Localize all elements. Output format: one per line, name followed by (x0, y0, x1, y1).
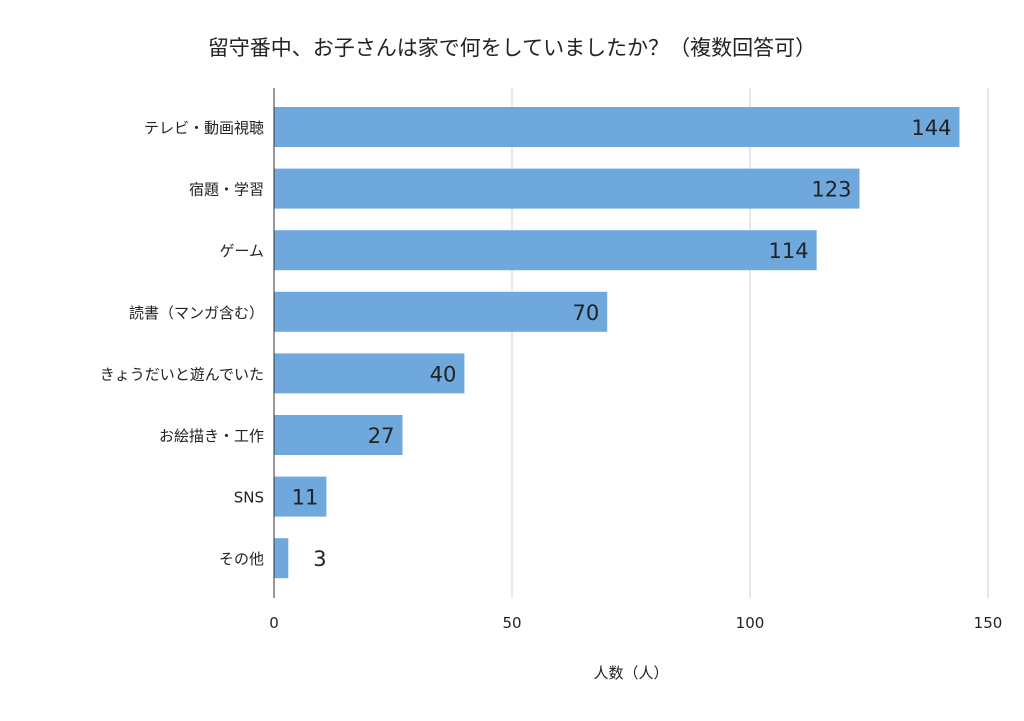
data-label: 144 (911, 116, 951, 140)
chart-title: 留守番中、お子さんは家で何をしていましたか？（複数回答可） (208, 36, 816, 60)
bar (274, 291, 608, 332)
data-label: 3 (313, 547, 326, 571)
data-label: 27 (368, 424, 395, 448)
category-label: 宿題・学習 (189, 181, 264, 199)
data-label: 11 (292, 486, 319, 510)
data-label: 70 (572, 301, 599, 325)
bar (274, 415, 403, 455)
bar (274, 107, 960, 147)
x-tick-label: 150 (974, 614, 1003, 632)
category-label: きょうだいと遊んでいた (100, 365, 264, 383)
x-tick-label: 50 (502, 614, 521, 632)
category-label: SNS (234, 489, 264, 507)
category-label: その他 (219, 550, 264, 568)
bar (274, 538, 289, 579)
x-axis-label: 人数（人） (593, 664, 668, 682)
x-tick-label: 100 (736, 614, 765, 632)
category-label: 読書（マンガ含む） (129, 304, 264, 322)
bar (274, 476, 327, 517)
bar (274, 353, 465, 394)
data-label: 123 (811, 178, 851, 202)
category-label: テレビ・動画視聴 (144, 119, 264, 137)
category-label: お絵描き・工作 (159, 427, 264, 445)
x-tick-label: 0 (269, 614, 279, 632)
data-label: 114 (769, 239, 809, 263)
data-label: 40 (430, 362, 457, 386)
bar (274, 168, 860, 209)
category-label: ゲーム (219, 242, 264, 260)
bar (274, 230, 817, 271)
